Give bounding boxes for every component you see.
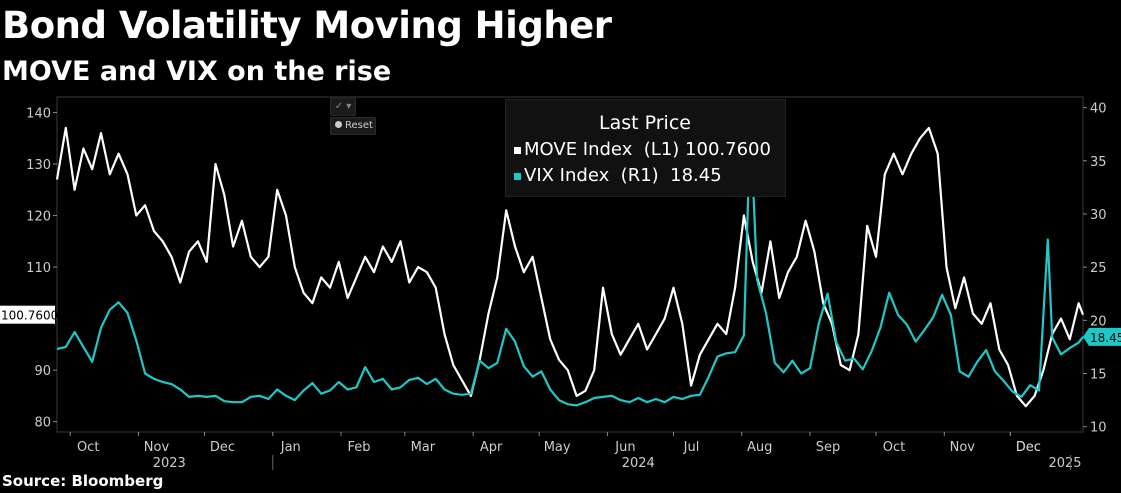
last-value-tag-right-text: 18.45 xyxy=(1090,331,1121,345)
chart-title: Bond Volatility Moving Higher xyxy=(2,4,612,47)
x-tick-label: Feb xyxy=(348,440,371,455)
last-value-tag-right xyxy=(1083,327,1121,346)
x-tick-label: Nov xyxy=(950,440,976,455)
reset-button[interactable]: Reset xyxy=(330,117,376,135)
x-year-label: 2025 xyxy=(1048,456,1081,471)
x-tick-label: Mar xyxy=(411,440,436,455)
x-tick-label: Dec xyxy=(210,440,235,455)
y-right-tick-label: 40 xyxy=(1090,102,1107,117)
legend: Last Price MOVE Index (L1) 100.7600 VIX … xyxy=(505,99,786,197)
move-line xyxy=(55,126,1085,408)
x-tick-label: Dec xyxy=(1016,440,1041,455)
x-tick-label: Sep xyxy=(816,440,841,455)
legend-label-vix: VIX Index (R1) 18.45 xyxy=(524,165,722,186)
x-tick-label: Jan xyxy=(280,440,301,455)
x-tick-label: Oct xyxy=(77,440,99,455)
legend-swatch-move xyxy=(514,146,521,154)
x-tick-label: Jun xyxy=(614,440,635,455)
vix-series-group xyxy=(56,121,1084,407)
legend-entry-vix: VIX Index (R1) 18.45 xyxy=(514,165,722,186)
y-left-tick-label: 110 xyxy=(26,261,51,276)
y-left-tick-label: 120 xyxy=(26,210,51,225)
move-series-group xyxy=(55,126,1085,408)
axes-group: 809010011012013014010152025303540OctNovD… xyxy=(0,102,1121,471)
y-right-tick-label: 30 xyxy=(1090,208,1107,223)
legend-swatch-vix xyxy=(514,172,521,180)
last-value-tag-left xyxy=(0,305,55,324)
y-left-tick-label: 90 xyxy=(34,364,51,379)
y-left-tick-label: 80 xyxy=(34,416,51,431)
y-left-tick-label: 130 xyxy=(26,158,51,173)
y-right-tick-label: 25 xyxy=(1090,261,1107,276)
x-tick-label: May xyxy=(544,440,571,455)
y-right-tick-label: 20 xyxy=(1090,314,1107,329)
x-tick-label: Jul xyxy=(683,440,700,455)
chart-type-dropdown[interactable]: ✓ ▾ xyxy=(330,97,356,116)
source-note: Source: Bloomberg xyxy=(2,472,164,490)
x-tick-label: Aug xyxy=(747,440,772,455)
vix-line xyxy=(56,121,1084,407)
y-right-tick-label: 35 xyxy=(1090,155,1107,170)
x-tick-label: Apr xyxy=(480,440,503,455)
x-tick-label: Nov xyxy=(144,440,170,455)
x-tick-label: Oct xyxy=(883,440,905,455)
y-left-tick-label: 140 xyxy=(26,106,51,121)
legend-title: Last Price xyxy=(599,112,691,134)
reset-icon xyxy=(335,120,342,128)
x-year-label: 2024 xyxy=(622,456,655,471)
reset-label: Reset xyxy=(345,120,373,131)
legend-entry-move: MOVE Index (L1) 100.7600 xyxy=(514,139,771,160)
legend-label-move: MOVE Index (L1) 100.7600 xyxy=(524,139,771,160)
y-right-tick-label: 10 xyxy=(1090,421,1107,436)
y-right-tick-label: 15 xyxy=(1090,368,1107,383)
x-year-label: 2023 xyxy=(153,456,186,471)
last-value-tag-left-text: 100.7600 xyxy=(1,309,58,323)
chart-subtitle: MOVE and VIX on the rise xyxy=(2,56,392,87)
x-tick-label: Dec xyxy=(1016,440,1041,455)
